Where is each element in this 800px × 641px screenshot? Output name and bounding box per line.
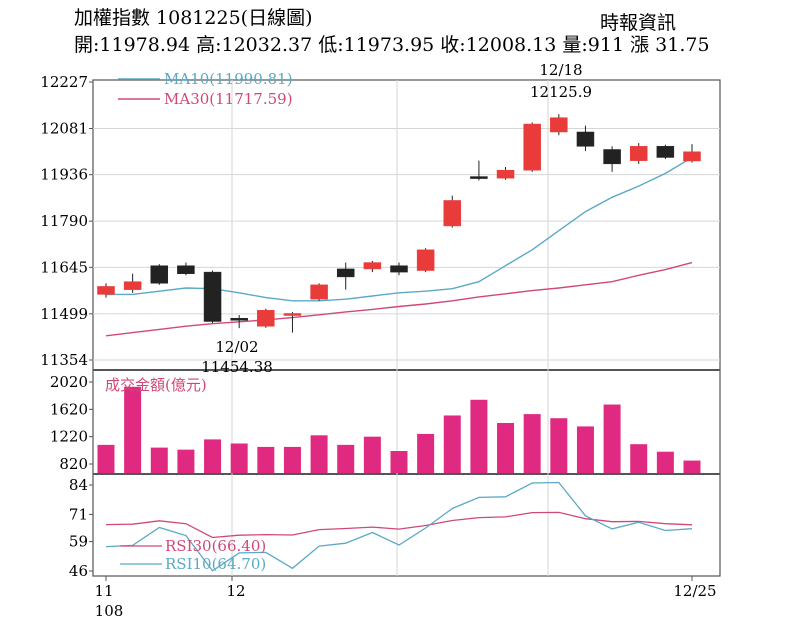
volume-bar	[337, 444, 355, 473]
volume-tick-label: 820	[59, 455, 88, 473]
volume-label: 成交金額(億元)	[105, 376, 207, 394]
candle-body	[310, 284, 328, 300]
candle-body	[177, 265, 195, 274]
candle-body	[603, 149, 621, 165]
volume-bar	[124, 386, 142, 473]
volume-bar	[576, 426, 594, 473]
volume-tick-label: 1620	[50, 400, 88, 418]
volume-bar	[230, 443, 248, 473]
candle-body	[523, 123, 541, 171]
price-tick-label: 12081	[40, 119, 88, 137]
volume-bar	[363, 436, 381, 473]
candle-body	[97, 286, 115, 295]
candle-body	[656, 146, 675, 158]
volume-tick-label: 1220	[50, 428, 88, 446]
volume-bar	[204, 439, 222, 473]
annotation-date: 12/02	[215, 338, 258, 356]
candle-body	[257, 310, 275, 327]
candle-body	[416, 249, 435, 271]
volume-bar	[257, 446, 275, 473]
candle-body	[123, 281, 142, 290]
volume-bar	[523, 414, 541, 473]
rsi10-line	[105, 481, 693, 572]
price-tick-label: 11936	[40, 166, 88, 184]
candle-body	[496, 169, 515, 179]
volume-bar	[390, 451, 408, 473]
annotation-value: 12125.9	[530, 83, 592, 101]
volume-bar	[417, 433, 435, 473]
candle-body	[230, 318, 248, 321]
rsi-tick-label: 46	[69, 562, 88, 580]
price-tick-label: 11499	[40, 305, 88, 323]
price-tick-label: 11645	[40, 258, 88, 276]
volume-bar	[283, 446, 301, 473]
ohlc-stats: 開:11978.94 高:12032.37 低:11973.95 收:12008…	[74, 34, 710, 56]
ma30-line	[105, 261, 693, 337]
price-tick-label: 11790	[40, 212, 88, 230]
candle-body	[443, 200, 462, 227]
volume-bar	[150, 447, 168, 473]
candle-body	[283, 313, 302, 316]
volume-tick-label: 2020	[50, 373, 88, 391]
price-tick-label: 12227	[40, 73, 88, 91]
chart-title: 加權指數 1081225(日線圖)	[74, 7, 313, 29]
candle-body	[203, 271, 222, 322]
legend-label: MA30(11717.59)	[164, 90, 293, 108]
volume-bar	[470, 399, 488, 473]
volume-bar	[656, 451, 674, 473]
annotation-value: 11454.38	[201, 358, 273, 376]
volume-bar	[443, 415, 461, 473]
legend-label: RSI30(66.40)	[165, 537, 266, 555]
x-tick-label: 12/25	[673, 582, 716, 600]
volume-bar	[550, 418, 568, 473]
rsi-tick-label: 84	[69, 476, 88, 494]
annotation-date: 12/18	[539, 61, 582, 79]
volume-bar	[630, 444, 648, 473]
candle-body	[683, 151, 701, 162]
source-label: 時報資訊	[600, 12, 677, 34]
candle-body	[336, 268, 355, 278]
rsi-tick-label: 71	[69, 505, 88, 523]
candle-body	[576, 131, 595, 147]
x-tick-label: 108	[95, 602, 124, 620]
price-tick-label: 11354	[40, 351, 88, 369]
chart-frame	[92, 79, 721, 577]
legend-label: RSI10(64.70)	[165, 555, 266, 573]
volume-bar	[97, 444, 115, 473]
legend-label: MA10(11990.81)	[164, 70, 293, 88]
volume-bar	[497, 423, 515, 473]
candle-body	[629, 146, 648, 161]
volume-bar	[603, 404, 621, 473]
candle-body	[550, 117, 568, 133]
volume-bar	[310, 435, 328, 473]
candle-body	[363, 262, 382, 270]
ma10-line	[106, 156, 693, 302]
x-tick-label: 11	[94, 582, 113, 600]
x-tick-label: 12	[226, 582, 245, 600]
candle-body	[470, 176, 488, 179]
rsi-tick-label: 59	[69, 533, 88, 551]
candle-body	[390, 265, 408, 273]
volume-bar	[683, 460, 701, 473]
volume-bar	[177, 449, 195, 473]
candle-body	[150, 265, 169, 284]
